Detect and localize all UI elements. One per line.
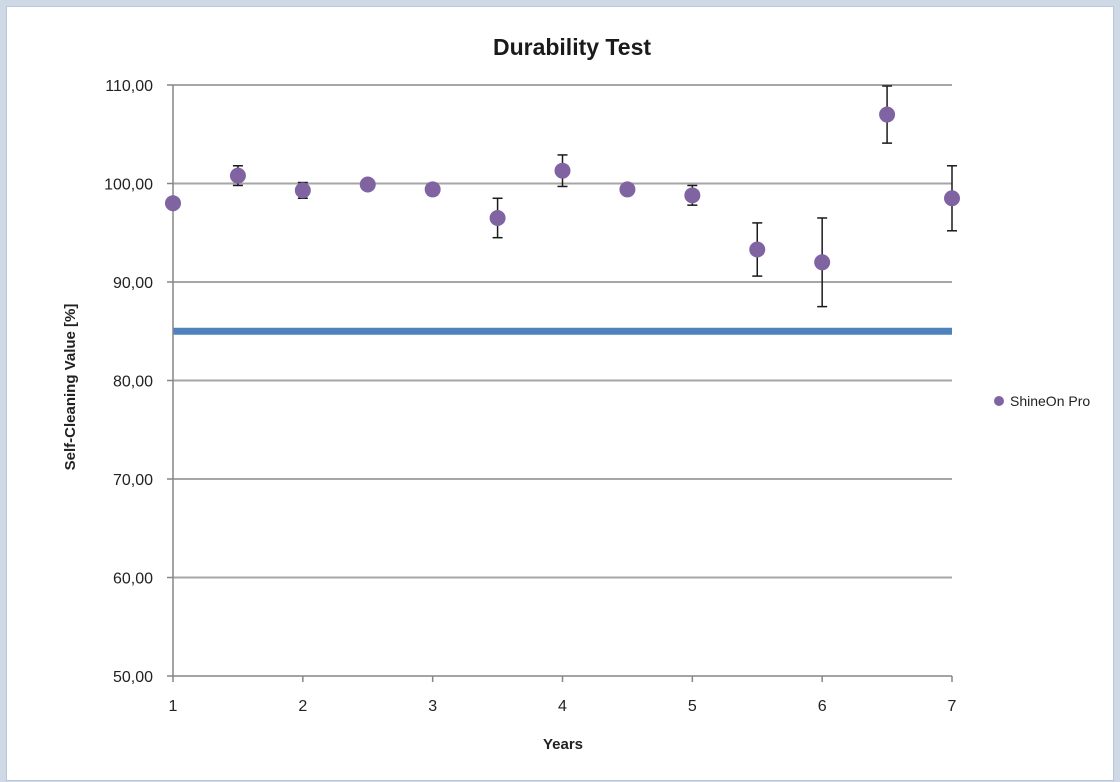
x-tick-labels: 1 2 3 4 5 6 7 bbox=[169, 698, 957, 715]
x-tick-label: 3 bbox=[428, 698, 437, 715]
x-tick-label: 2 bbox=[298, 698, 307, 715]
x-axis-label: Years bbox=[543, 736, 583, 753]
data-point bbox=[749, 241, 766, 258]
x-tick-label: 5 bbox=[688, 698, 697, 715]
data-point bbox=[619, 181, 636, 198]
y-tick-label: 50,00 bbox=[113, 669, 153, 686]
y-tick-label: 110,00 bbox=[105, 78, 153, 95]
y-tick-label: 80,00 bbox=[113, 374, 153, 391]
x-tick-label: 4 bbox=[558, 698, 567, 715]
data-point bbox=[165, 195, 181, 212]
y-tick-label: 70,00 bbox=[113, 472, 153, 489]
x-tick-label: 1 bbox=[169, 698, 178, 715]
data-point bbox=[684, 187, 701, 204]
chart-title: Durability Test bbox=[493, 34, 651, 60]
y-tick-labels: 50,00 60,00 70,00 80,00 90,00 100,00 110,00 bbox=[104, 78, 153, 686]
x-tick-label: 6 bbox=[818, 698, 827, 715]
data-point bbox=[294, 182, 311, 199]
legend-marker bbox=[994, 396, 1004, 406]
gridlines bbox=[167, 84, 953, 682]
data-points bbox=[165, 106, 960, 271]
durability-chart: Durability Test 50,00 60,00 70,00 80,00 90,0… bbox=[62, 34, 1090, 753]
data-point bbox=[359, 176, 376, 193]
y-tick-label: 90,00 bbox=[113, 275, 153, 292]
data-point bbox=[229, 167, 246, 184]
data-point bbox=[554, 162, 571, 179]
y-axis-label: Self-Cleaning Value [%] bbox=[62, 304, 79, 471]
legend: ShineOn Pro bbox=[994, 393, 1090, 409]
chart-frame: Durability Test 50,00 60,00 70,00 80,00 90,0… bbox=[6, 6, 1114, 781]
data-point bbox=[814, 254, 831, 271]
legend-label: ShineOn Pro bbox=[1010, 393, 1090, 409]
x-tick-label: 7 bbox=[948, 698, 957, 715]
y-tick-label: 60,00 bbox=[113, 571, 153, 588]
data-point bbox=[879, 106, 896, 123]
data-point bbox=[424, 181, 441, 198]
data-point bbox=[489, 209, 506, 226]
axes bbox=[172, 85, 952, 677]
error-bars bbox=[232, 85, 957, 308]
data-point bbox=[944, 190, 960, 207]
y-tick-label: 100,00 bbox=[104, 177, 153, 194]
